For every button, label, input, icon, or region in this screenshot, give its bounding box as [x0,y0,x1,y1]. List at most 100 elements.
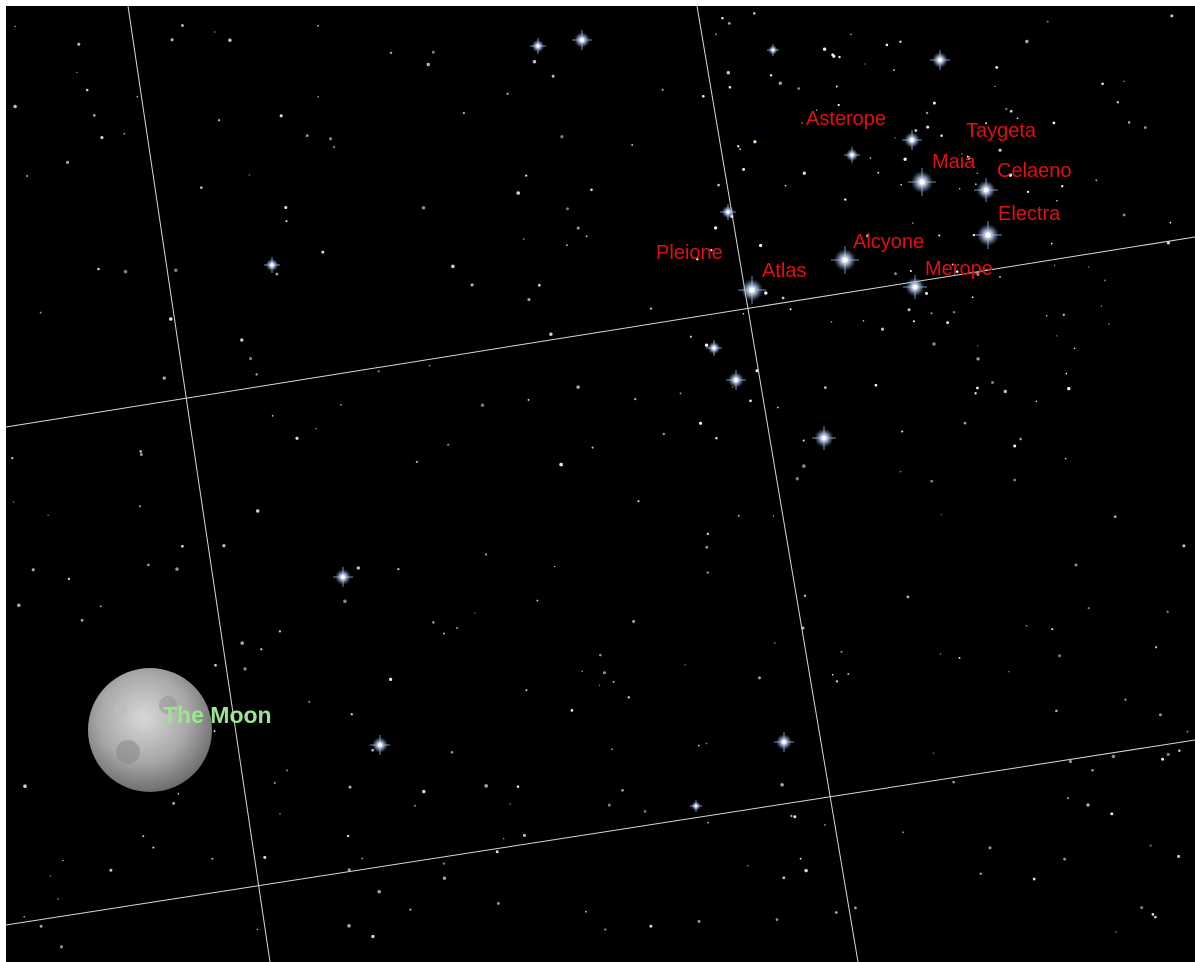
moon-disc [88,668,212,792]
star [661,88,664,91]
bright-star [333,567,353,587]
star-core [749,287,755,293]
star [777,406,779,409]
star [847,672,850,676]
star [862,320,865,322]
star [537,283,541,287]
star [912,222,914,224]
star [279,114,283,118]
star [1108,323,1110,325]
bright-star [706,340,722,356]
star-core [694,804,698,808]
star [228,38,232,42]
star [23,784,27,788]
star [790,814,793,818]
star-core [919,179,925,185]
star [714,226,718,230]
star [174,268,178,272]
star [705,545,709,549]
star-core [983,187,989,193]
star [447,443,450,446]
star [39,924,43,928]
star [990,380,995,385]
star [697,744,700,747]
star [1088,266,1090,268]
star [243,667,247,671]
star [85,88,89,92]
star-label: Atlas [762,260,806,282]
star [240,641,244,645]
star [778,81,782,85]
star [273,781,276,785]
star [1052,121,1056,125]
star [715,437,718,440]
star [1008,670,1010,673]
star [1182,544,1186,548]
star [864,63,866,65]
star [607,803,611,807]
star [1056,335,1058,337]
star [1050,242,1053,245]
star-core [270,263,274,267]
star [958,656,961,659]
star [432,621,435,624]
star [484,784,488,788]
star [823,386,827,390]
star [1055,709,1058,713]
star [536,599,539,602]
star [389,51,393,55]
star [57,898,59,900]
star [49,875,52,877]
star [679,392,682,395]
star [726,70,731,75]
star [802,171,806,175]
star [907,308,911,312]
star [1073,347,1076,350]
star [142,835,145,838]
star [604,928,607,931]
star [903,157,907,161]
star [1065,372,1068,375]
star [1115,931,1117,933]
star [952,311,956,314]
star [214,31,216,33]
star [603,671,606,675]
star [649,924,653,928]
star [516,785,520,788]
star-core [938,58,942,62]
star [211,857,214,860]
star [1166,241,1170,245]
star [932,101,936,105]
star [329,137,333,141]
star [634,397,637,401]
star [527,298,531,302]
star [899,470,902,473]
star [97,267,100,271]
star [181,24,184,27]
star [728,86,732,89]
star [285,220,288,223]
star [971,296,974,299]
star [1154,915,1157,919]
star [139,450,143,453]
star [62,859,64,862]
star [1124,698,1127,701]
star-core [821,435,827,441]
star [1101,82,1104,86]
star [1161,757,1165,761]
star [710,249,713,252]
star [802,439,805,442]
star [431,50,435,54]
star [697,919,701,923]
star [308,700,311,703]
star [979,872,982,875]
star [1016,117,1019,120]
star [1127,121,1131,124]
star [780,783,784,787]
bright-star [831,246,859,274]
star [1166,610,1169,613]
star [559,462,563,467]
star [874,383,878,387]
